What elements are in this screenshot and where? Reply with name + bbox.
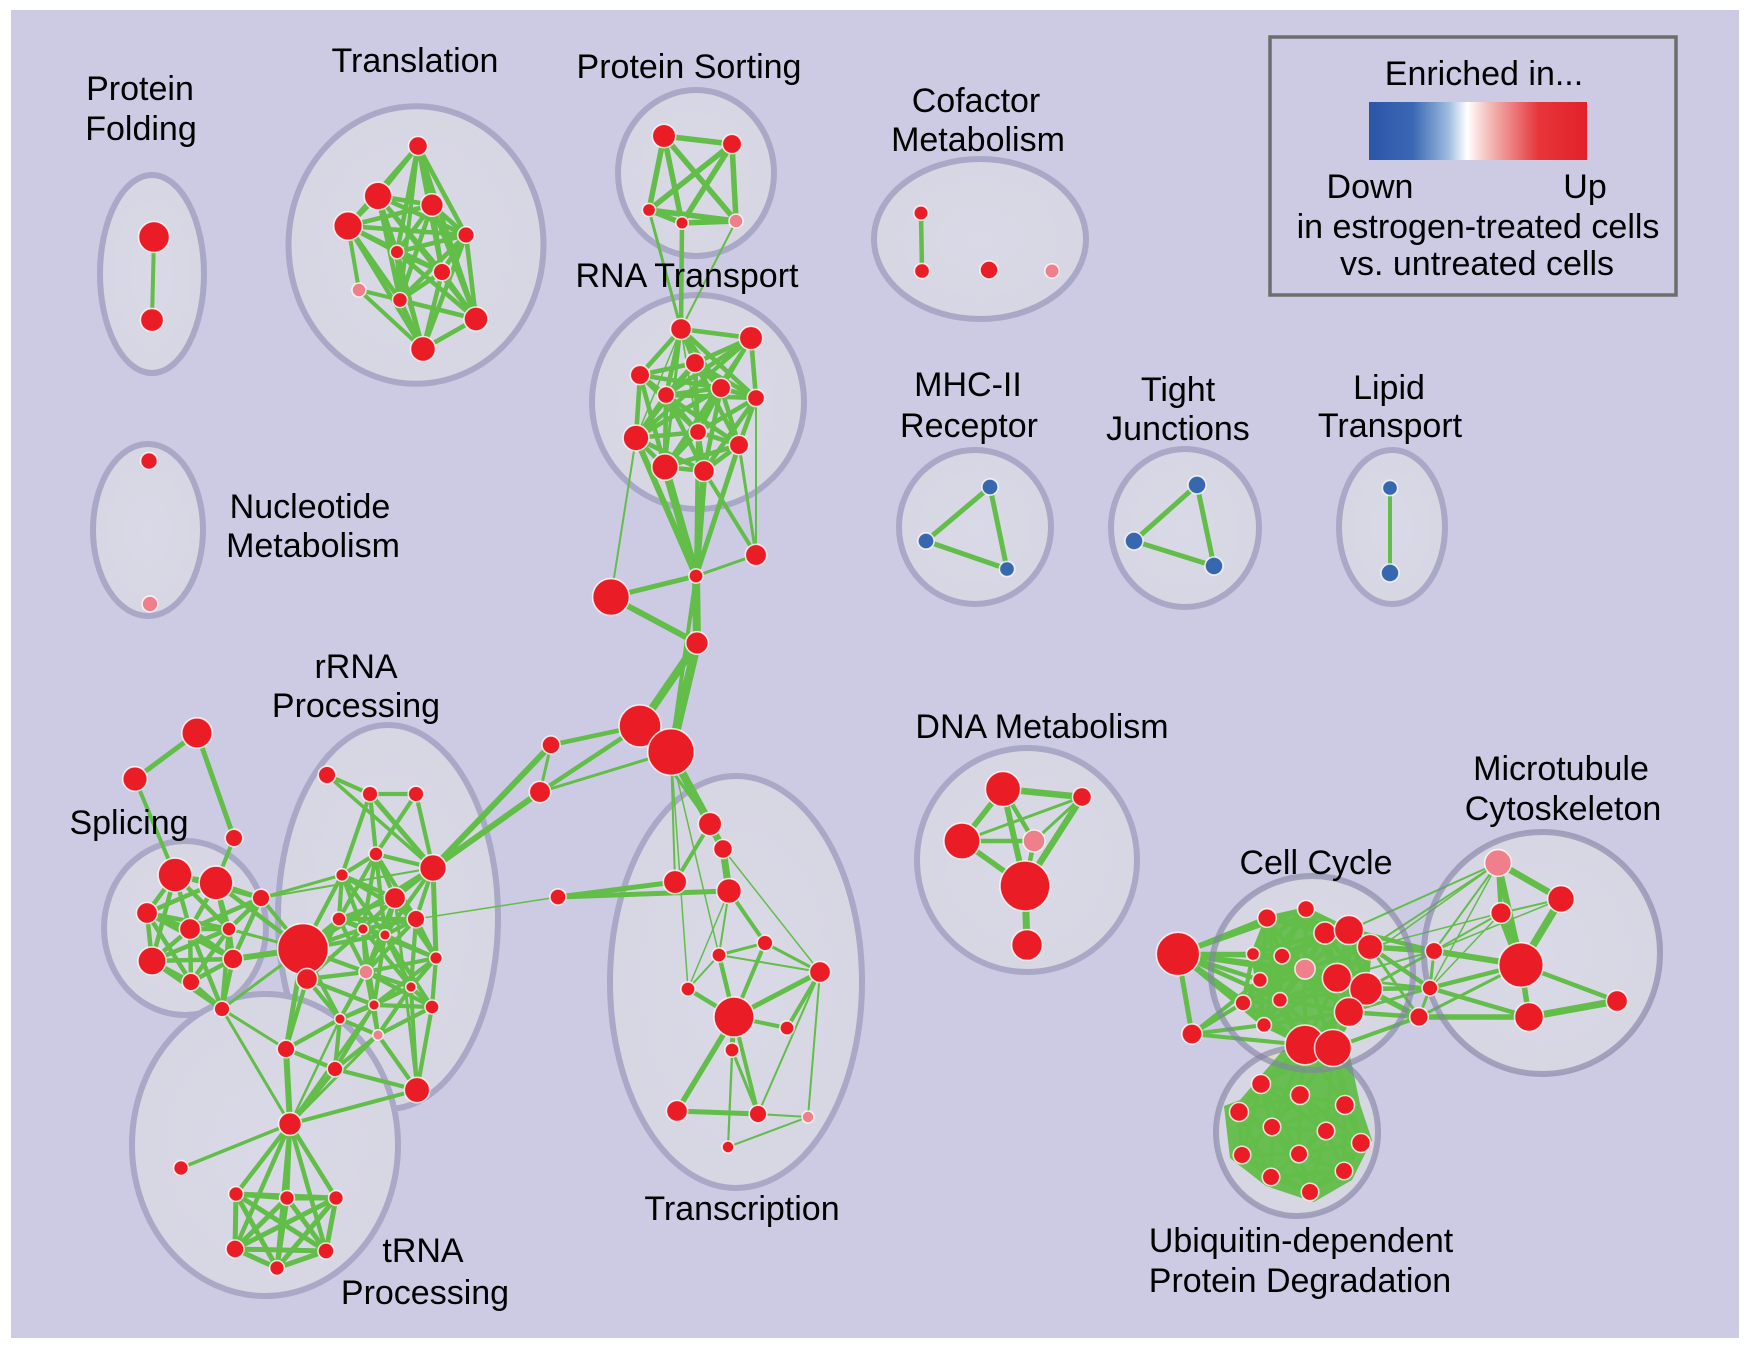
svg-text:Up: Up <box>1563 168 1606 206</box>
svg-text:in estrogen-treated cells: in estrogen-treated cells <box>1297 208 1660 246</box>
svg-text:Cytoskeleton: Cytoskeleton <box>1465 790 1662 828</box>
svg-text:vs. untreated cells: vs. untreated cells <box>1340 245 1614 283</box>
svg-text:Protein: Protein <box>86 70 194 108</box>
svg-text:Folding: Folding <box>85 110 197 148</box>
svg-text:Processing: Processing <box>272 687 440 725</box>
svg-text:Translation: Translation <box>332 42 499 80</box>
svg-text:Protein Degradation: Protein Degradation <box>1149 1262 1451 1300</box>
svg-text:Splicing: Splicing <box>69 804 188 842</box>
svg-text:MHC-II: MHC-II <box>914 366 1022 404</box>
svg-text:Lipid: Lipid <box>1353 369 1425 407</box>
svg-text:Protein Sorting: Protein Sorting <box>577 48 802 86</box>
svg-text:Ubiquitin-dependent: Ubiquitin-dependent <box>1149 1222 1454 1260</box>
svg-text:Processing: Processing <box>341 1274 509 1312</box>
svg-text:Enriched in...: Enriched in... <box>1385 55 1583 93</box>
svg-text:Junctions: Junctions <box>1106 410 1250 448</box>
svg-text:Down: Down <box>1327 168 1414 206</box>
svg-text:RNA Transport: RNA Transport <box>576 257 800 295</box>
svg-text:Tight: Tight <box>1141 371 1216 409</box>
svg-text:Nucleotide: Nucleotide <box>230 488 391 526</box>
svg-text:Metabolism: Metabolism <box>226 527 400 565</box>
svg-text:tRNA: tRNA <box>382 1232 464 1270</box>
svg-text:Receptor: Receptor <box>900 407 1038 445</box>
svg-text:DNA Metabolism: DNA Metabolism <box>915 708 1168 746</box>
svg-text:Cell Cycle: Cell Cycle <box>1239 844 1392 882</box>
svg-text:Microtubule: Microtubule <box>1473 750 1649 788</box>
svg-text:Transport: Transport <box>1318 407 1463 445</box>
svg-text:rRNA: rRNA <box>314 648 397 686</box>
svg-text:Transcription: Transcription <box>644 1190 839 1228</box>
svg-text:Metabolism: Metabolism <box>891 121 1065 159</box>
svg-text:Cofactor: Cofactor <box>912 82 1041 120</box>
